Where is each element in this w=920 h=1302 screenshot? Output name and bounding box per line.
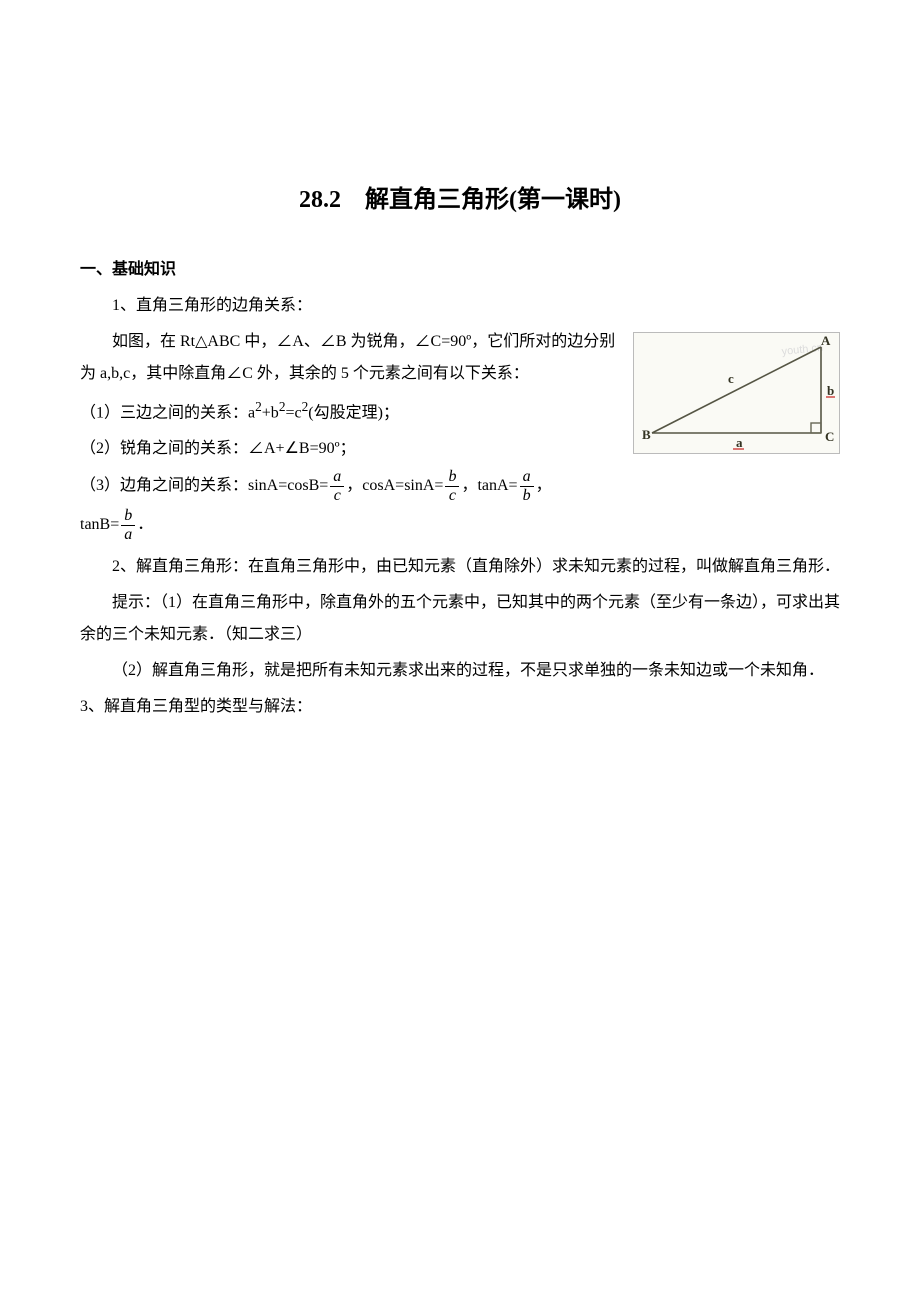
rel3-prefix: （3）边角之间的关系：sinA=cosB= <box>80 478 328 495</box>
rel3-suffix: ， <box>536 478 552 495</box>
svg-text:b: b <box>827 383 834 398</box>
rel1-part3: =c <box>285 404 301 421</box>
rel1-part4: (勾股定理)； <box>308 404 399 421</box>
rel3-m2: ，tanA= <box>461 478 517 495</box>
triangle-figure: youth.cn A B C a b c <box>633 332 840 454</box>
hint-1: 提示：（1）在直角三角形中，除直角外的五个元素中，已知其中的两个元素（至少有一条… <box>80 587 840 651</box>
den-c: c <box>330 487 344 504</box>
num-a-2: a <box>520 469 534 487</box>
point-3: 3、解直角三角型的类型与解法： <box>80 691 840 723</box>
frac-b-over-c: bc <box>445 469 459 504</box>
rel4-prefix: tanB= <box>80 517 119 534</box>
rel4-suffix: ． <box>137 517 153 534</box>
rel1-part2: +b <box>262 404 279 421</box>
svg-text:C: C <box>825 429 834 444</box>
frac-b-over-a: ba <box>121 508 135 543</box>
content-block: 1、直角三角形的边角关系： youth.cn A B C a b c 如图，在 … <box>80 290 840 547</box>
svg-text:A: A <box>821 333 831 348</box>
num-b-2: b <box>121 508 135 526</box>
rel3-m1: ，cosA=sinA= <box>346 478 443 495</box>
point-2: 2、解直角三角形：在直角三角形中，由已知元素（直角除外）求未知元素的过程，叫做解… <box>80 551 840 583</box>
svg-text:c: c <box>728 371 734 386</box>
svg-text:B: B <box>642 427 651 442</box>
den-c-2: c <box>445 487 459 504</box>
hint-2: （2）解直角三角形，就是把所有未知元素求出来的过程，不是只求单独的一条未知边或一… <box>80 655 840 687</box>
den-a: a <box>121 526 135 543</box>
den-b: b <box>520 487 534 504</box>
relation-4: tanB=ba． <box>80 508 840 543</box>
relation-3: （3）边角之间的关系：sinA=cosB=ac，cosA=sinA=bc，tan… <box>80 469 840 504</box>
frac-a-over-b: ab <box>520 469 534 504</box>
page-title: 28.2 解直角三角形(第一课时) <box>80 176 840 224</box>
section-1-heading: 一、基础知识 <box>80 254 840 286</box>
num-b: b <box>445 469 459 487</box>
point-1-intro: 1、直角三角形的边角关系： <box>80 290 840 322</box>
frac-a-over-c-1: ac <box>330 469 344 504</box>
sup-2-a: 2 <box>255 399 262 414</box>
rel1-part1: （1）三边之间的关系：a <box>80 404 255 421</box>
svg-text:a: a <box>736 435 743 450</box>
num-a: a <box>330 469 344 487</box>
